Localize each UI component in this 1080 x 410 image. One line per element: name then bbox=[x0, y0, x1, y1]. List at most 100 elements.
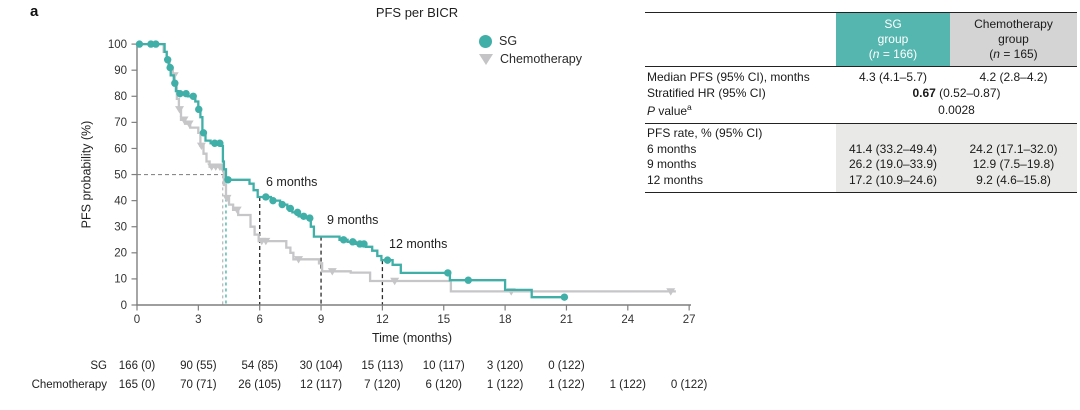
rate-9-label: 9 months bbox=[647, 157, 697, 172]
results-table: SG group (n = 166) Chemotherapy group (n… bbox=[645, 12, 1077, 194]
svg-text:10: 10 bbox=[114, 274, 127, 286]
series-chemotherapy bbox=[137, 42, 676, 296]
svg-text:90 (55): 90 (55) bbox=[180, 360, 217, 372]
svg-text:26 (105): 26 (105) bbox=[238, 379, 281, 391]
row-rate-12-months: 12 months 17.2 (10.9–24.6) 9.2 (4.6–15.8… bbox=[645, 173, 1077, 193]
annotation-12-months: 12 months bbox=[389, 237, 448, 251]
svg-text:40: 40 bbox=[114, 195, 127, 207]
sg-header-n: (n = 166) bbox=[868, 47, 918, 62]
legend-label-sg: SG bbox=[499, 34, 518, 48]
chart-legend: SG Chemotherapy bbox=[479, 34, 582, 70]
results-table-header-row: SG group (n = 166) Chemotherapy group (n… bbox=[645, 12, 1077, 68]
svg-text:0: 0 bbox=[121, 300, 127, 312]
censor-marks-sg bbox=[135, 40, 569, 301]
rate-12-sg-value: 17.2 (10.9–24.6) bbox=[836, 173, 950, 193]
svg-text:9: 9 bbox=[318, 314, 324, 326]
row-rate-6-months: 6 months 41.4 (33.2–49.4) 24.2 (17.1–32.… bbox=[645, 141, 1077, 158]
svg-text:70 (71): 70 (71) bbox=[180, 379, 217, 391]
rate-6-chemo-value: 24.2 (17.1–32.0) bbox=[950, 141, 1077, 158]
axes: 0 3 6 9 12 15 18 21 24 27 0 10 20 30 40 50 60 70 80 90 100 bbox=[108, 39, 696, 326]
rate-12-chemo-value: 9.2 (4.6–15.8) bbox=[950, 173, 1077, 193]
panel-label: a bbox=[30, 3, 39, 20]
rate-9-chemo-value: 12.9 (7.5–19.8) bbox=[950, 157, 1077, 174]
svg-text:SG: SG bbox=[90, 360, 107, 372]
x-axis-label: Time (months) bbox=[371, 331, 453, 345]
sg-circle-marker-icon bbox=[479, 34, 492, 48]
svg-text:Chemotherapy: Chemotherapy bbox=[32, 379, 108, 391]
chemo-header-n: (n = 165) bbox=[989, 47, 1038, 62]
svg-text:20: 20 bbox=[114, 248, 127, 260]
svg-text:27: 27 bbox=[683, 314, 696, 326]
legend-item-chemotherapy: Chemotherapy bbox=[479, 52, 582, 66]
svg-text:100: 100 bbox=[108, 39, 127, 51]
svg-text:1 (122): 1 (122) bbox=[548, 379, 585, 391]
svg-text:70: 70 bbox=[114, 117, 127, 129]
svg-text:90: 90 bbox=[114, 65, 127, 77]
rate-6-label: 6 months bbox=[647, 141, 697, 156]
svg-text:50: 50 bbox=[114, 169, 127, 181]
row-pfs-rate-header: PFS rate, % (95% CI) bbox=[645, 122, 1077, 142]
pfs-rate-sg-empty bbox=[836, 122, 950, 142]
median-pfs-sg-value: 4.3 (4.1–5.7) bbox=[858, 70, 928, 85]
header-sg-group: SG group (n = 166) bbox=[836, 12, 950, 68]
km-plot: 0 3 6 9 12 15 18 21 24 27 0 10 20 30 40 50 60 70 80 90 100 SG… bbox=[32, 39, 708, 391]
at-risk-table: SG 166 (0) 90 (55) 54 (85) 30 (104) 15 (113) 1… bbox=[32, 360, 708, 391]
rate-6-sg-value: 41.4 (33.2–49.4) bbox=[836, 141, 950, 158]
row-median-pfs: Median PFS (95% CI), months 4.3 (4.1–5.7… bbox=[645, 67, 1077, 86]
stratified-hr-value: 0.67 (0.52–0.87) bbox=[912, 86, 1001, 101]
row-stratified-hr: Stratified HR (95% CI) 0.67 (0.52–0.87) bbox=[645, 86, 1077, 102]
reference-dashed-lines bbox=[137, 169, 384, 305]
header-empty-cell bbox=[645, 12, 836, 68]
rate-9-sg-value: 26.2 (19.0–33.9) bbox=[836, 157, 950, 174]
svg-text:3: 3 bbox=[195, 314, 201, 326]
sg-header-line2: group bbox=[877, 32, 909, 47]
series-sg bbox=[135, 40, 569, 301]
legend-label-chemotherapy: Chemotherapy bbox=[500, 52, 582, 66]
svg-text:15: 15 bbox=[437, 314, 450, 326]
svg-text:165 (0): 165 (0) bbox=[119, 379, 156, 391]
svg-text:30: 30 bbox=[114, 222, 127, 234]
row-p-value: P valuea 0.0028 bbox=[645, 102, 1077, 123]
header-chemotherapy-group: Chemotherapy group (n = 165) bbox=[950, 12, 1077, 68]
svg-text:60: 60 bbox=[114, 143, 127, 155]
svg-text:0 (122): 0 (122) bbox=[671, 379, 708, 391]
svg-text:1 (122): 1 (122) bbox=[487, 379, 524, 391]
svg-text:10 (117): 10 (117) bbox=[423, 360, 465, 372]
pfs-rate-chemo-empty bbox=[950, 122, 1077, 142]
median-pfs-chemo-value: 4.2 (2.8–4.2) bbox=[979, 70, 1048, 85]
svg-text:54 (85): 54 (85) bbox=[241, 360, 278, 372]
median-pfs-label: Median PFS (95% CI), months bbox=[647, 70, 810, 85]
sg-header-line1: SG bbox=[884, 17, 902, 31]
svg-text:0: 0 bbox=[134, 314, 140, 326]
svg-text:18: 18 bbox=[499, 314, 512, 326]
svg-text:30 (104): 30 (104) bbox=[300, 360, 343, 372]
svg-text:166 (0): 166 (0) bbox=[119, 360, 156, 372]
legend-item-sg: SG bbox=[479, 34, 582, 48]
annotation-9-months: 9 months bbox=[327, 213, 379, 227]
rate-12-label: 12 months bbox=[647, 173, 704, 188]
stratified-hr-label: Stratified HR (95% CI) bbox=[647, 86, 766, 101]
svg-text:24: 24 bbox=[621, 314, 634, 326]
svg-text:0 (122): 0 (122) bbox=[548, 360, 585, 372]
p-value: 0.0028 bbox=[938, 102, 975, 117]
chemotherapy-triangle-marker-icon bbox=[479, 53, 493, 65]
p-value-label: P valuea bbox=[647, 101, 692, 118]
censor-marks-chemotherapy bbox=[169, 72, 676, 296]
annotation-6-months: 6 months bbox=[266, 175, 318, 189]
svg-text:12 (117): 12 (117) bbox=[300, 379, 342, 391]
svg-text:1 (122): 1 (122) bbox=[610, 379, 647, 391]
svg-text:6: 6 bbox=[256, 314, 262, 326]
row-rate-9-months: 9 months 26.2 (19.0–33.9) 12.9 (7.5–19.8… bbox=[645, 157, 1077, 174]
svg-text:80: 80 bbox=[114, 91, 127, 103]
svg-text:7 (120): 7 (120) bbox=[364, 379, 401, 391]
svg-text:6 (120): 6 (120) bbox=[426, 379, 463, 391]
chemo-header-line1: Chemotherapy bbox=[974, 17, 1053, 31]
chemo-header-line2: group bbox=[998, 32, 1029, 47]
svg-text:15 (113): 15 (113) bbox=[361, 360, 403, 372]
svg-text:12: 12 bbox=[376, 314, 389, 326]
svg-text:3 (120): 3 (120) bbox=[487, 360, 524, 372]
pfs-rate-label: PFS rate, % (95% CI) bbox=[645, 122, 836, 142]
svg-text:21: 21 bbox=[560, 314, 573, 326]
chart-title: PFS per BICR bbox=[375, 5, 459, 20]
